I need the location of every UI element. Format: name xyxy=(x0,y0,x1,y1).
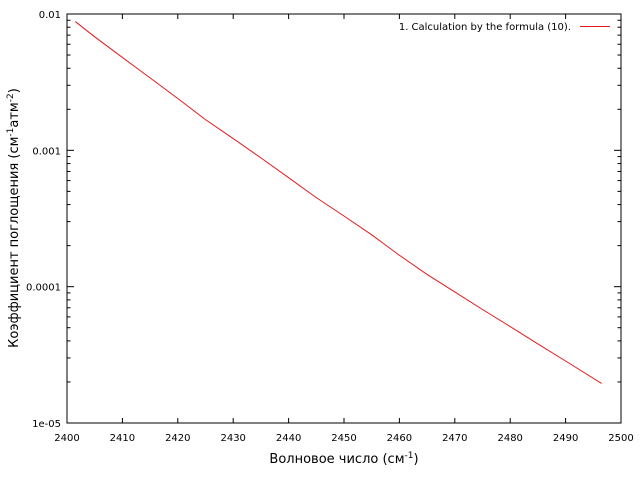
x-tick-label: 2410 xyxy=(110,433,135,444)
x-tick-label: 2460 xyxy=(387,433,412,444)
y-axis-ticks: 1e-05 0.0001 0.001 0.01 xyxy=(26,10,621,430)
x-tick-label: 2490 xyxy=(553,433,578,444)
series-line xyxy=(75,21,602,384)
series-layer xyxy=(75,21,602,384)
x-axis-label: Волновое число (см-1) xyxy=(269,451,418,467)
legend-label: 1. Calculation by the formula (10). xyxy=(399,22,571,33)
legend: 1. Calculation by the formula (10). xyxy=(399,22,610,33)
x-tick-label: 2420 xyxy=(165,433,190,444)
x-tick-label: 2470 xyxy=(442,433,467,444)
plot-area-frame xyxy=(66,13,622,424)
x-tick-label: 2500 xyxy=(608,433,633,444)
y-tick-label: 1e-05 xyxy=(32,419,61,430)
y-tick-label: 0.01 xyxy=(39,10,61,21)
x-tick-label: 2430 xyxy=(220,433,245,444)
x-tick-label: 2480 xyxy=(497,433,522,444)
x-tick-label: 2440 xyxy=(276,433,301,444)
y-tick-label: 0.001 xyxy=(32,146,61,157)
x-tick-label: 2450 xyxy=(331,433,356,444)
x-axis-ticks: 2400 2410 2420 2430 2440 2450 2460 2470 2480 2490… xyxy=(54,14,634,444)
x-tick-label: 2400 xyxy=(54,433,79,444)
y-tick-label: 0.0001 xyxy=(26,283,61,294)
y-axis-label: Коэффициент поглощения (см-1атм-2) xyxy=(6,88,22,348)
